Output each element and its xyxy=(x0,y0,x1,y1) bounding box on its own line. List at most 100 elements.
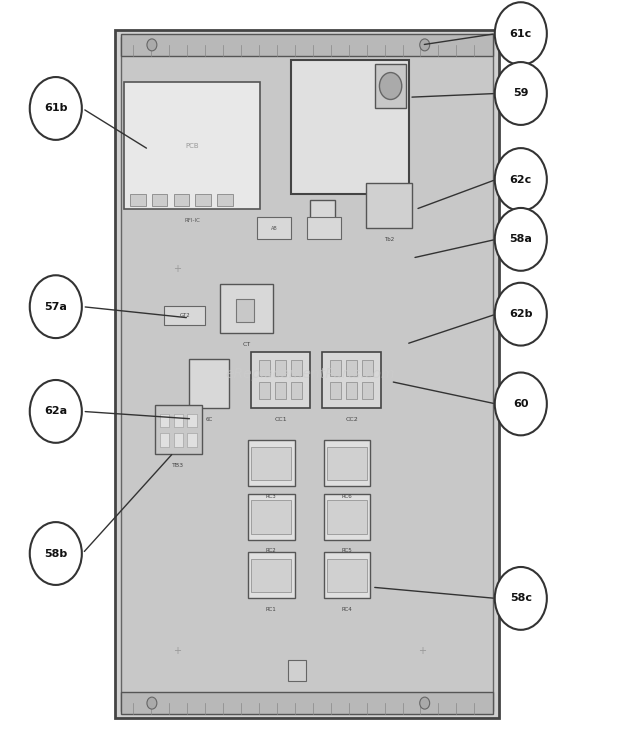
Text: +: + xyxy=(173,103,180,114)
Circle shape xyxy=(30,77,82,140)
Text: TB3: TB3 xyxy=(172,463,184,468)
Text: eReplacementParts.com: eReplacementParts.com xyxy=(225,367,395,381)
FancyBboxPatch shape xyxy=(324,440,370,486)
FancyBboxPatch shape xyxy=(121,37,493,711)
FancyBboxPatch shape xyxy=(366,183,412,228)
Text: Tb2: Tb2 xyxy=(384,237,394,242)
FancyBboxPatch shape xyxy=(195,194,211,206)
FancyBboxPatch shape xyxy=(130,194,146,206)
Circle shape xyxy=(495,148,547,211)
FancyBboxPatch shape xyxy=(324,494,370,540)
FancyBboxPatch shape xyxy=(291,360,302,376)
FancyBboxPatch shape xyxy=(174,414,183,427)
FancyBboxPatch shape xyxy=(375,64,406,108)
FancyBboxPatch shape xyxy=(160,433,169,447)
FancyBboxPatch shape xyxy=(187,414,197,427)
FancyBboxPatch shape xyxy=(124,82,260,209)
Circle shape xyxy=(147,39,157,51)
Circle shape xyxy=(30,380,82,443)
FancyBboxPatch shape xyxy=(189,359,229,408)
Text: RC4: RC4 xyxy=(342,607,352,612)
FancyBboxPatch shape xyxy=(121,34,493,56)
FancyBboxPatch shape xyxy=(291,382,302,399)
FancyBboxPatch shape xyxy=(248,494,294,540)
Text: RFI-IC: RFI-IC xyxy=(184,218,200,224)
FancyBboxPatch shape xyxy=(327,500,367,534)
Circle shape xyxy=(495,567,547,630)
Circle shape xyxy=(30,522,82,585)
FancyBboxPatch shape xyxy=(160,414,169,427)
Text: CT: CT xyxy=(242,342,250,347)
FancyBboxPatch shape xyxy=(251,559,291,592)
Text: RC2: RC2 xyxy=(266,548,277,554)
FancyBboxPatch shape xyxy=(346,382,357,399)
Text: 62b: 62b xyxy=(509,309,533,319)
FancyBboxPatch shape xyxy=(257,217,291,239)
FancyBboxPatch shape xyxy=(217,194,232,206)
Text: 57a: 57a xyxy=(45,301,67,312)
Text: CC2: CC2 xyxy=(345,417,358,422)
FancyBboxPatch shape xyxy=(330,360,341,376)
FancyBboxPatch shape xyxy=(155,405,202,454)
Text: RC6: RC6 xyxy=(342,494,352,500)
Circle shape xyxy=(495,373,547,435)
Circle shape xyxy=(495,283,547,346)
FancyBboxPatch shape xyxy=(291,60,409,194)
Text: 58b: 58b xyxy=(44,548,68,559)
Text: RC3: RC3 xyxy=(266,494,277,500)
Text: +: + xyxy=(418,646,425,656)
Text: +: + xyxy=(173,646,180,656)
FancyBboxPatch shape xyxy=(187,433,197,447)
Text: GT2: GT2 xyxy=(179,313,190,318)
Circle shape xyxy=(495,2,547,65)
Text: 61c: 61c xyxy=(510,28,532,39)
FancyBboxPatch shape xyxy=(275,360,286,376)
Text: 58a: 58a xyxy=(510,234,532,245)
FancyBboxPatch shape xyxy=(248,552,294,598)
FancyBboxPatch shape xyxy=(275,382,286,399)
Circle shape xyxy=(420,697,430,709)
Text: 62a: 62a xyxy=(44,406,68,417)
Text: 62c: 62c xyxy=(510,174,532,185)
FancyBboxPatch shape xyxy=(251,447,291,480)
FancyBboxPatch shape xyxy=(322,352,381,408)
Circle shape xyxy=(379,73,402,99)
Text: 60: 60 xyxy=(513,399,528,409)
FancyBboxPatch shape xyxy=(288,660,306,681)
Text: +: + xyxy=(173,264,180,275)
Text: AB: AB xyxy=(271,226,278,230)
FancyBboxPatch shape xyxy=(236,299,254,322)
Text: CC1: CC1 xyxy=(274,417,287,422)
FancyBboxPatch shape xyxy=(248,440,294,486)
Circle shape xyxy=(495,62,547,125)
FancyBboxPatch shape xyxy=(327,447,367,480)
Text: RC5: RC5 xyxy=(342,548,352,554)
Text: 58c: 58c xyxy=(510,593,532,604)
Text: PCB: PCB xyxy=(185,143,199,149)
FancyBboxPatch shape xyxy=(330,382,341,399)
Circle shape xyxy=(30,275,82,338)
FancyBboxPatch shape xyxy=(362,360,373,376)
FancyBboxPatch shape xyxy=(307,217,341,239)
FancyBboxPatch shape xyxy=(346,360,357,376)
FancyBboxPatch shape xyxy=(362,382,373,399)
FancyBboxPatch shape xyxy=(324,552,370,598)
FancyBboxPatch shape xyxy=(310,200,335,228)
Text: 61b: 61b xyxy=(44,103,68,114)
Circle shape xyxy=(147,697,157,709)
Text: 59: 59 xyxy=(513,88,528,99)
FancyBboxPatch shape xyxy=(174,433,183,447)
FancyBboxPatch shape xyxy=(174,194,189,206)
FancyBboxPatch shape xyxy=(251,500,291,534)
FancyBboxPatch shape xyxy=(220,284,273,333)
Circle shape xyxy=(495,208,547,271)
FancyBboxPatch shape xyxy=(327,559,367,592)
FancyBboxPatch shape xyxy=(251,352,310,408)
FancyBboxPatch shape xyxy=(259,382,270,399)
Text: 6C: 6C xyxy=(206,417,213,422)
FancyBboxPatch shape xyxy=(259,360,270,376)
Circle shape xyxy=(420,39,430,51)
FancyBboxPatch shape xyxy=(164,306,205,325)
FancyBboxPatch shape xyxy=(115,30,499,718)
FancyBboxPatch shape xyxy=(152,194,167,206)
